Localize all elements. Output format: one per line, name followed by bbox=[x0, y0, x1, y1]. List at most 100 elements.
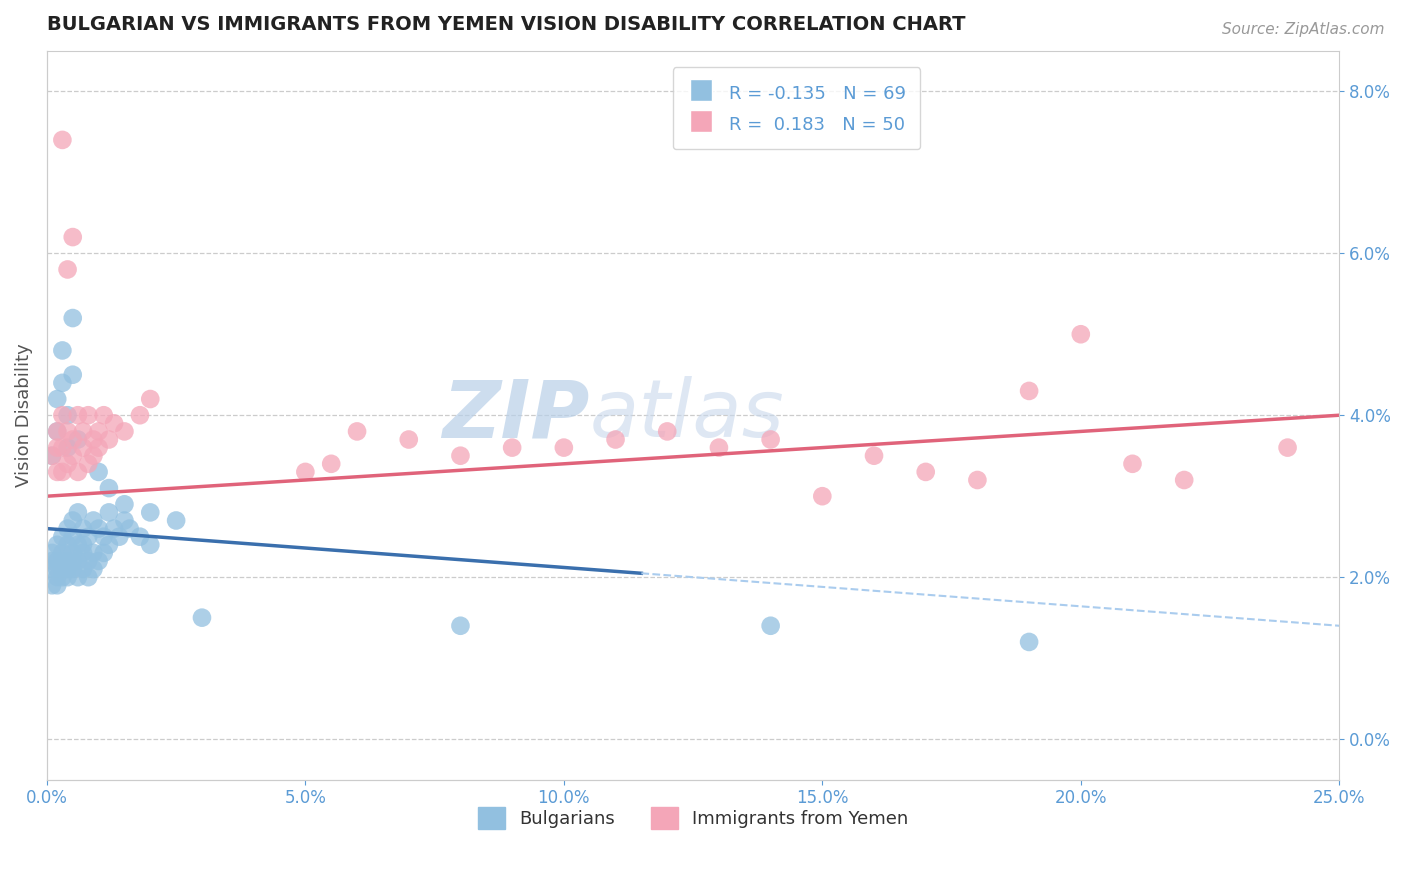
Y-axis label: Vision Disability: Vision Disability bbox=[15, 343, 32, 487]
Point bbox=[41, 449, 63, 463]
Point bbox=[66, 465, 89, 479]
Point bbox=[56, 538, 79, 552]
Point bbox=[1277, 441, 1299, 455]
Point bbox=[51, 530, 73, 544]
Point bbox=[51, 546, 73, 560]
Point bbox=[97, 481, 120, 495]
Point bbox=[77, 408, 100, 422]
Point bbox=[93, 530, 115, 544]
Point bbox=[321, 457, 343, 471]
Point bbox=[966, 473, 988, 487]
Point bbox=[62, 433, 84, 447]
Point bbox=[165, 514, 187, 528]
Point bbox=[66, 505, 89, 519]
Text: ZIP: ZIP bbox=[443, 376, 589, 454]
Point bbox=[114, 497, 136, 511]
Point bbox=[139, 392, 162, 406]
Point bbox=[41, 562, 63, 576]
Point bbox=[139, 538, 162, 552]
Point bbox=[56, 425, 79, 439]
Point bbox=[108, 530, 131, 544]
Point bbox=[46, 554, 69, 568]
Point bbox=[46, 425, 69, 439]
Point bbox=[51, 570, 73, 584]
Point bbox=[77, 530, 100, 544]
Point bbox=[51, 343, 73, 358]
Point bbox=[72, 538, 94, 552]
Point bbox=[87, 522, 110, 536]
Point bbox=[82, 514, 104, 528]
Point bbox=[46, 465, 69, 479]
Point bbox=[82, 562, 104, 576]
Point bbox=[62, 554, 84, 568]
Point bbox=[56, 457, 79, 471]
Point bbox=[77, 554, 100, 568]
Point bbox=[82, 546, 104, 560]
Point bbox=[56, 262, 79, 277]
Point bbox=[62, 368, 84, 382]
Point bbox=[72, 546, 94, 560]
Point bbox=[863, 449, 886, 463]
Point bbox=[501, 441, 523, 455]
Point bbox=[398, 433, 420, 447]
Point bbox=[191, 610, 214, 624]
Point bbox=[118, 522, 141, 536]
Point bbox=[41, 449, 63, 463]
Point bbox=[77, 570, 100, 584]
Point bbox=[914, 465, 936, 479]
Point bbox=[553, 441, 575, 455]
Point bbox=[51, 562, 73, 576]
Point bbox=[46, 392, 69, 406]
Point bbox=[66, 538, 89, 552]
Point bbox=[66, 570, 89, 584]
Point bbox=[605, 433, 627, 447]
Point bbox=[56, 554, 79, 568]
Point bbox=[62, 546, 84, 560]
Point bbox=[56, 441, 79, 455]
Point bbox=[72, 441, 94, 455]
Point bbox=[97, 433, 120, 447]
Point bbox=[56, 408, 79, 422]
Point bbox=[46, 562, 69, 576]
Point bbox=[56, 570, 79, 584]
Point bbox=[62, 530, 84, 544]
Point bbox=[1173, 473, 1195, 487]
Point bbox=[82, 433, 104, 447]
Point bbox=[114, 514, 136, 528]
Point bbox=[87, 554, 110, 568]
Point bbox=[46, 441, 69, 455]
Point bbox=[294, 465, 316, 479]
Point bbox=[657, 425, 679, 439]
Point bbox=[46, 570, 69, 584]
Legend: Bulgarians, Immigrants from Yemen: Bulgarians, Immigrants from Yemen bbox=[470, 800, 915, 836]
Point bbox=[51, 465, 73, 479]
Point bbox=[114, 425, 136, 439]
Point bbox=[1018, 635, 1040, 649]
Point bbox=[97, 505, 120, 519]
Point bbox=[87, 425, 110, 439]
Point bbox=[449, 449, 471, 463]
Point bbox=[51, 376, 73, 390]
Point bbox=[46, 578, 69, 592]
Point bbox=[129, 408, 152, 422]
Text: atlas: atlas bbox=[589, 376, 785, 454]
Point bbox=[759, 433, 782, 447]
Point bbox=[56, 562, 79, 576]
Point bbox=[62, 514, 84, 528]
Point bbox=[66, 433, 89, 447]
Point bbox=[346, 425, 368, 439]
Point bbox=[1121, 457, 1143, 471]
Point bbox=[51, 441, 73, 455]
Point bbox=[41, 578, 63, 592]
Point bbox=[811, 489, 834, 503]
Point bbox=[139, 505, 162, 519]
Point bbox=[87, 441, 110, 455]
Point bbox=[72, 522, 94, 536]
Point bbox=[93, 408, 115, 422]
Text: BULGARIAN VS IMMIGRANTS FROM YEMEN VISION DISABILITY CORRELATION CHART: BULGARIAN VS IMMIGRANTS FROM YEMEN VISIO… bbox=[46, 15, 966, 34]
Point bbox=[1018, 384, 1040, 398]
Point bbox=[66, 554, 89, 568]
Point bbox=[82, 449, 104, 463]
Point bbox=[93, 546, 115, 560]
Point bbox=[46, 425, 69, 439]
